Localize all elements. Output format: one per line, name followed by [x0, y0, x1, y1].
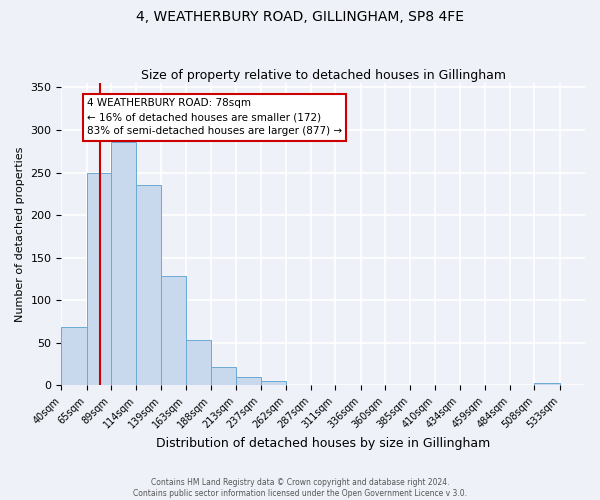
Bar [161, 276, 186, 386]
Text: 4 WEATHERBURY ROAD: 78sqm
← 16% of detached houses are smaller (172)
83% of semi: 4 WEATHERBURY ROAD: 78sqm ← 16% of detac… [86, 98, 342, 136]
Bar [61, 326, 86, 386]
Bar [86, 172, 111, 386]
Bar [136, 186, 161, 386]
Text: 4, WEATHERBURY ROAD, GILLINGHAM, SP8 4FE: 4, WEATHERBURY ROAD, GILLINGHAM, SP8 4FE [136, 10, 464, 24]
Y-axis label: Number of detached properties: Number of detached properties [15, 146, 25, 322]
Bar [286, 384, 311, 386]
X-axis label: Distribution of detached houses by size in Gillingham: Distribution of detached houses by size … [156, 437, 490, 450]
Bar [236, 377, 260, 386]
Bar [186, 340, 211, 386]
Bar [211, 366, 236, 386]
Text: Contains HM Land Registry data © Crown copyright and database right 2024.
Contai: Contains HM Land Registry data © Crown c… [133, 478, 467, 498]
Bar [535, 383, 560, 386]
Bar [260, 381, 286, 386]
Bar [111, 142, 136, 386]
Title: Size of property relative to detached houses in Gillingham: Size of property relative to detached ho… [141, 69, 506, 82]
